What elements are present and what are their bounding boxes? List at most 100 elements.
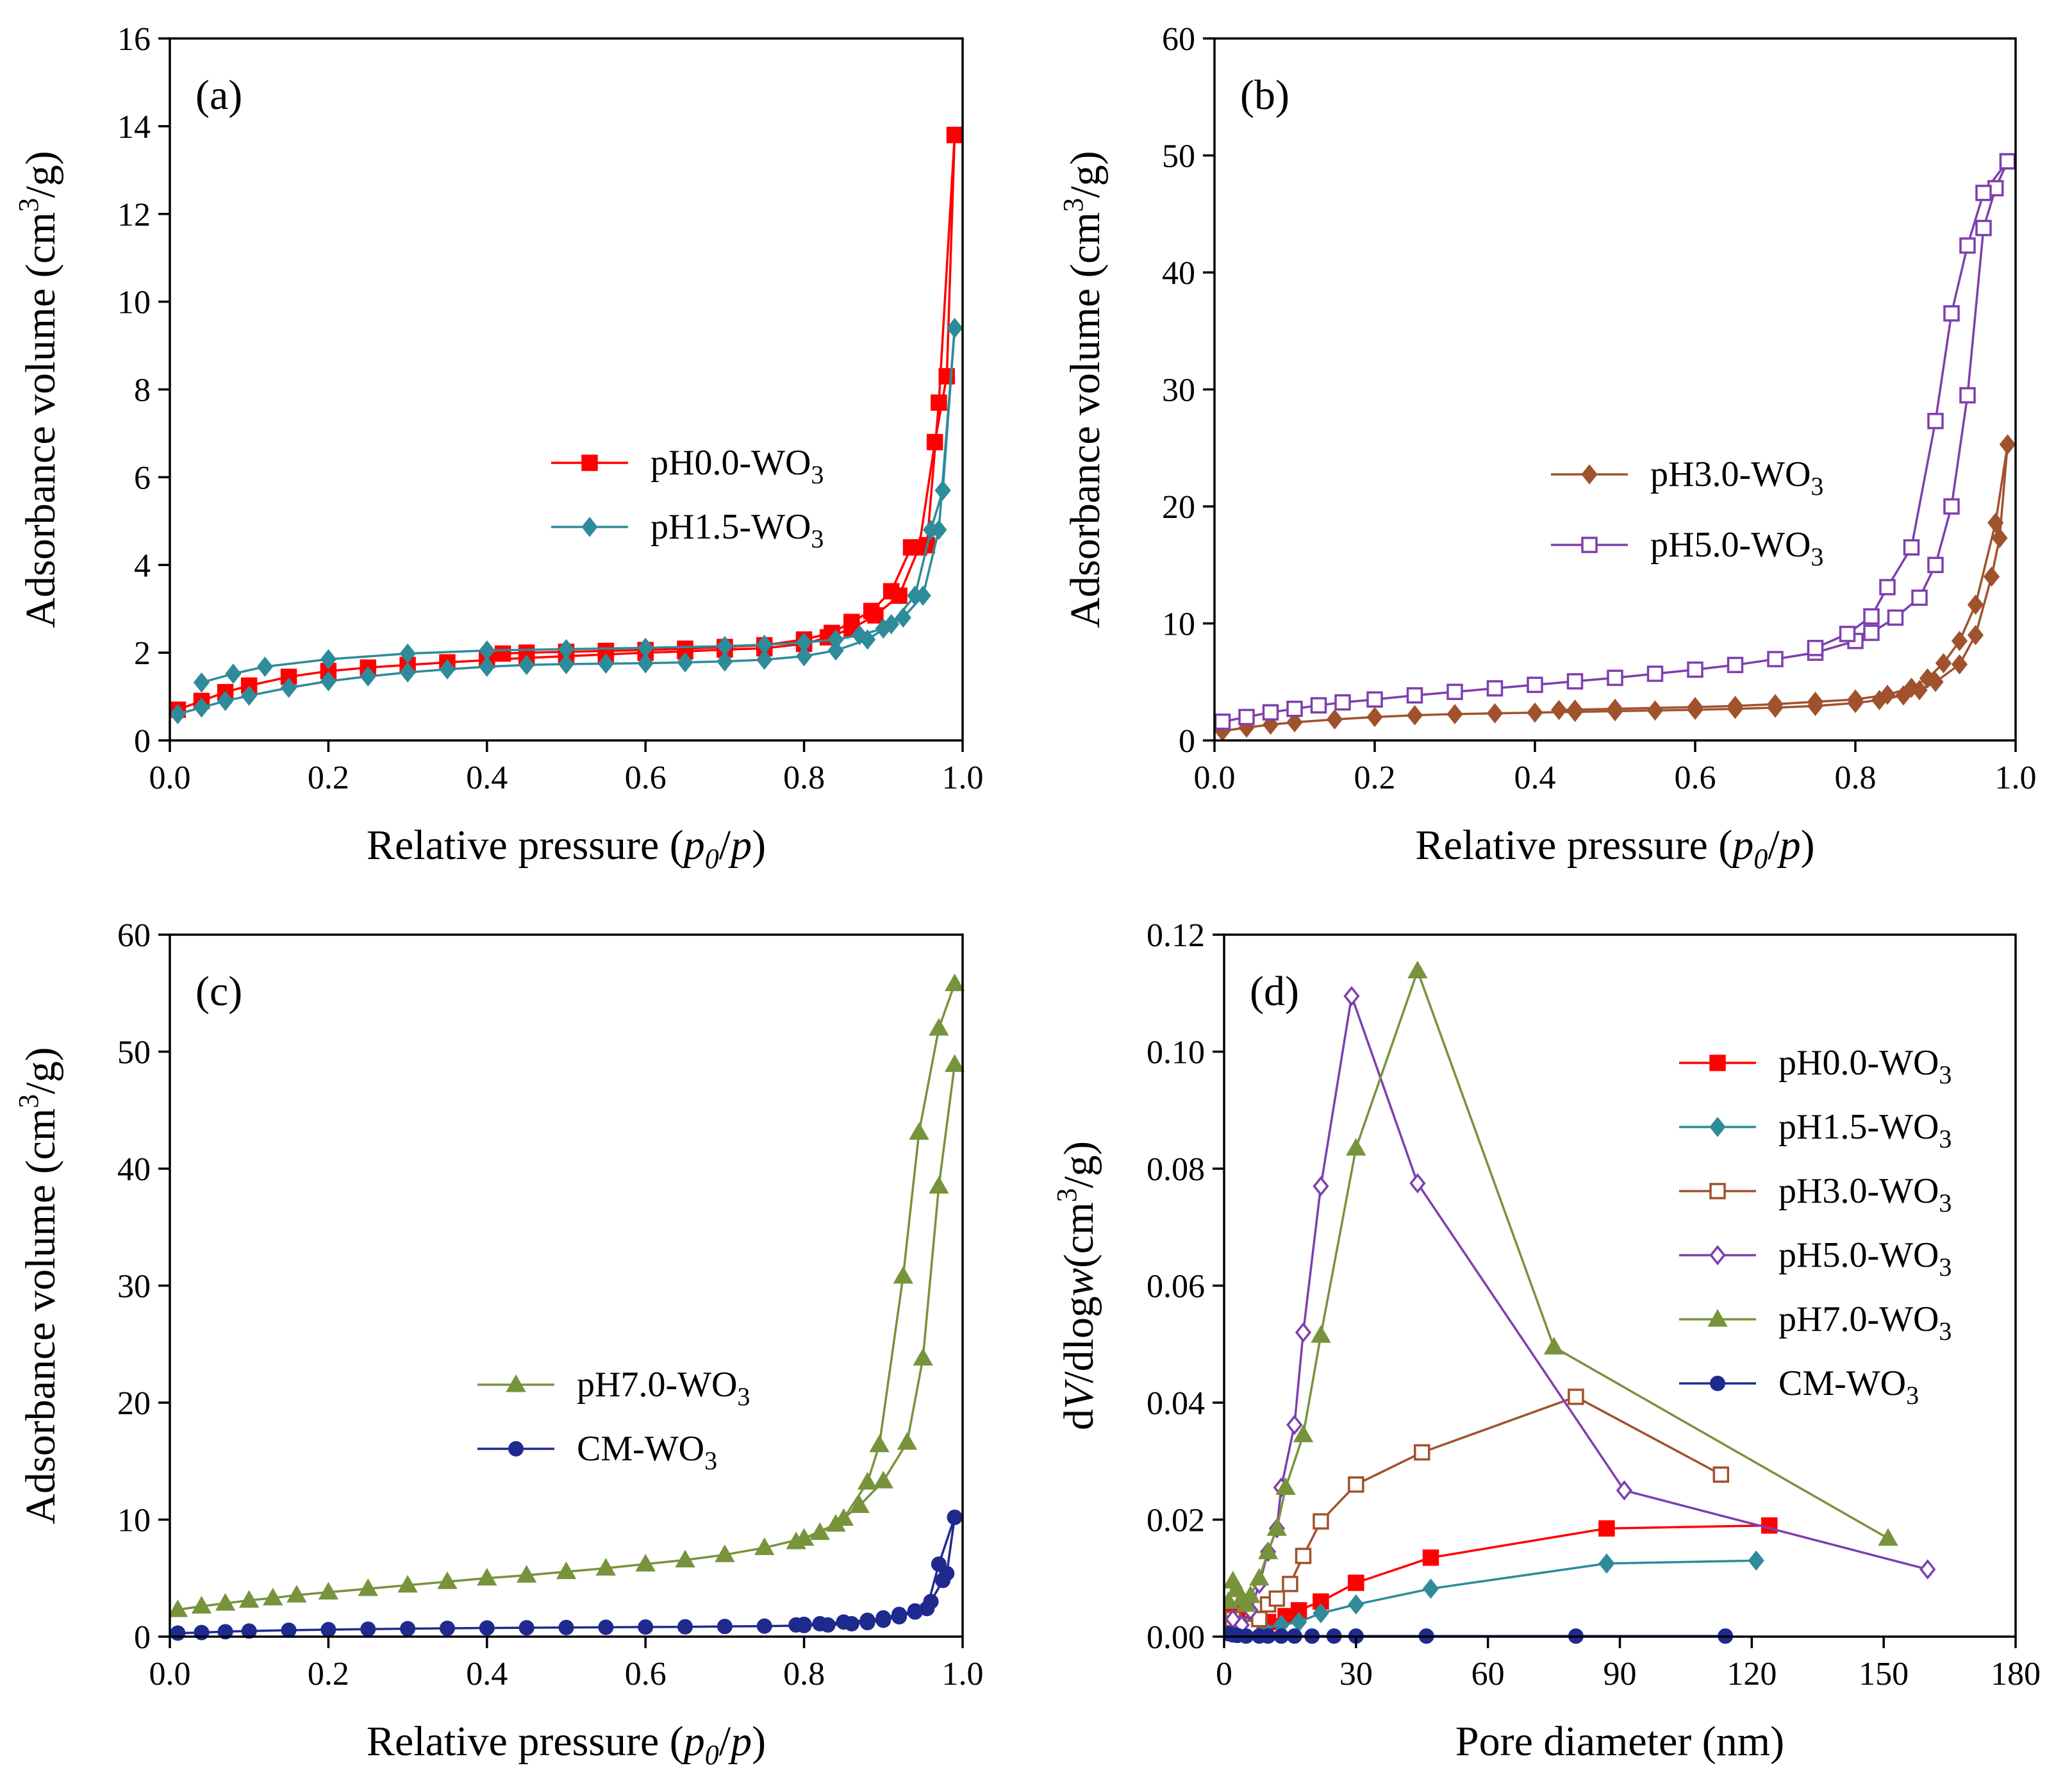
data-point-pH5.0-WO3-adsorption-3 [1286,700,1303,717]
data-point-CM-WO3-adsorption-14 [677,1619,693,1635]
data-point-pH3.0-WO3-adsorption-24 [1983,566,2000,587]
data-point-pH5.0-WO3-adsorption-15 [1727,656,1744,674]
data-point-pH1.5-WO3-desorption-9 [717,636,733,656]
data-point-pH3.0-WO3-points-3 [1251,1610,1268,1628]
data-point-pH1.5-WO3-adsorption-4 [280,678,297,698]
x-axis-title: Relative pressure (p0/p) [367,822,766,874]
data-point-CM-WO3-desorption-6 [859,1612,875,1628]
data-point-pH7.0-WO3-adsorption-10 [477,1567,497,1586]
data-point-pH3.0-WO3-points-8 [1313,1513,1329,1530]
data-point-pH7.0-WO3-points-9 [1275,1477,1296,1495]
data-point-pH3.0-WO3-points-5 [1268,1590,1286,1607]
data-point-pH1.5-WO3-points-9 [1422,1578,1439,1599]
data-point-pH1.5-WO3-desorption-16 [225,663,242,684]
data-point-pH3.0-WO3-adsorption-25 [1991,528,2008,549]
data-point-pH7.0-WO3-desorption-2 [909,1122,929,1140]
data-point-pH7.0-WO3-points-12 [1346,1138,1366,1156]
data-point-pH0.0-WO3-adsorption-23 [926,433,943,451]
legend-marker [1709,1245,1726,1265]
data-point-pH7.0-WO3-adsorption-4 [263,1587,283,1606]
legend: pH7.0-WO3 CM-WO3 [477,1365,750,1475]
legend-item: CM-WO3 [1679,1364,1919,1410]
x-tick-label: 0.2 [308,1656,349,1692]
y-tick-label: 14 [117,109,151,146]
data-point-pH7.0-WO3-adsorption-14 [635,1553,656,1572]
data-point-pH5.0-WO3-adsorption-10 [1527,676,1543,694]
data-point-pH5.0-WO3-desorption-2 [1959,237,1976,254]
data-point-pH1.5-WO3-adsorption-0 [170,704,186,724]
data-point-pH3.0-WO3-desorption-2 [1967,594,1984,615]
data-point-pH1.5-WO3-adsorption-17 [795,646,813,667]
data-point-pH5.0-WO3-adsorption-14 [1687,661,1703,678]
data-point-pH0.0-WO3-desorption-5 [863,603,880,619]
data-point-pH3.0-WO3-points-6 [1282,1576,1298,1592]
series-pH1.5-WO3 [170,317,963,724]
series-pH5.0-WO3 [1214,153,2016,730]
data-point-pH7.0-WO3-adsorption-11 [516,1565,537,1583]
y-tick-label: 0 [134,723,151,760]
data-point-pH1.5-WO3-desorption-2 [915,585,931,606]
data-point-pH5.0-WO3-desorption-4 [1927,413,1944,430]
data-point-pH3.0-WO3-adsorption-9 [1527,702,1543,723]
data-point-pH5.0-WO3-desorption-8 [1839,626,1856,642]
panel-label: (d) [1250,968,1299,1015]
data-point-pH3.0-WO3-desorption-7 [1879,685,1896,705]
data-point-pH1.5-WO3-adsorption-1 [193,697,210,718]
data-point-pH1.5-WO3-adsorption-10 [518,655,535,676]
x-tick-label: 0.6 [625,760,667,796]
data-point-pH7.0-WO3-points-6 [1249,1567,1270,1586]
legend-label: pH7.0-WO3 [1778,1299,1952,1346]
data-point-pH1.5-WO3-points-10 [1598,1553,1615,1574]
data-point-pH3.0-WO3-desorption-6 [1903,678,1920,698]
data-point-pH5.0-WO3-desorption-6 [1879,579,1896,596]
legend-label: pH0.0-WO3 [1778,1043,1952,1089]
data-point-pH5.0-WO3-adsorption-11 [1566,673,1584,690]
legend-item: pH5.0-WO3 [1551,525,1823,571]
data-point-pH0.0-WO3-desorption-3 [902,539,920,556]
y-axis-title: Adsorbance volume (cm3/g) [1057,151,1109,628]
panel-b: 0.0 0.2 0.4 0.6 0.8 1.0 0 10 20 30 40 50 60 (b) Relati… [1057,21,2037,874]
panel-label: (a) [195,72,242,119]
x-tick-label: 0.8 [783,1656,825,1692]
data-point-pH1.5-WO3-desorption-13 [399,643,416,664]
y-tick-label: 2 [134,635,151,672]
data-point-pH3.0-WO3-desorption-13 [1607,698,1623,719]
data-point-pH7.0-WO3-points-7 [1257,1541,1279,1560]
data-point-pH7.0-WO3-adsorption-15 [675,1549,695,1567]
data-point-pH5.0-WO3-desorption-3 [1943,305,1960,322]
y-tick-label: 6 [134,460,151,496]
data-point-pH3.0-WO3-desorption-4 [1935,653,1952,674]
data-point-pH1.5-WO3-adsorption-20 [883,613,900,635]
legend-label: CM-WO3 [1778,1364,1919,1410]
data-point-pH1.5-WO3-desorption-5 [851,624,868,646]
legend-label: pH3.0-WO3 [1778,1171,1952,1217]
y-axis-title: dV/dlogw(cm3/g) [1051,1141,1102,1430]
data-point-pH1.5-WO3-adsorption-9 [479,656,495,677]
x-tick-label: 30 [1339,1656,1373,1692]
panel-c: 0.0 0.2 0.4 0.6 0.8 1.0 0 10 20 30 40 50 60 (c) Relati… [13,917,984,1771]
data-point-pH7.0-WO3-desorption-5 [857,1472,878,1490]
data-point-CM-WO3-desorption-0 [947,1509,963,1525]
y-tick-label: 10 [117,1503,151,1539]
y-tick-label: 0.08 [1147,1151,1205,1188]
y-tick-label: 4 [134,547,151,584]
x-tick-label: 0.6 [1675,760,1716,796]
x-tick-label: 1.0 [1995,760,2037,796]
data-point-pH7.0-WO3-adsorption-22 [897,1432,918,1450]
data-point-pH7.0-WO3-desorption-3 [893,1265,913,1284]
x-tick-label: 0.8 [1835,760,1877,796]
legend-marker [506,1374,526,1392]
data-point-pH5.0-WO3-adsorption-1 [1238,708,1255,726]
data-point-pH1.5-WO3-desorption-8 [756,635,773,655]
data-point-pH5.0-WO3-adsorption-5 [1334,694,1351,711]
data-point-pH3.0-WO3-adsorption-23 [1967,624,1984,646]
data-point-pH1.5-WO3-adsorption-7 [399,662,416,683]
data-point-pH1.5-WO3-adsorption-3 [241,685,258,706]
y-tick-label: 60 [117,917,151,954]
legend-item: pH0.0-WO3 [1679,1043,1952,1089]
data-point-pH5.0-WO3-adsorption-16 [1767,651,1784,667]
series-line-pH5.0-WO3-desorption [1814,160,2009,649]
data-point-pH0.0-WO3-points-11 [1598,1520,1615,1537]
data-point-pH3.0-WO3-adsorption-4 [1326,709,1343,730]
data-point-CM-WO3-adsorption-0 [170,1625,186,1641]
